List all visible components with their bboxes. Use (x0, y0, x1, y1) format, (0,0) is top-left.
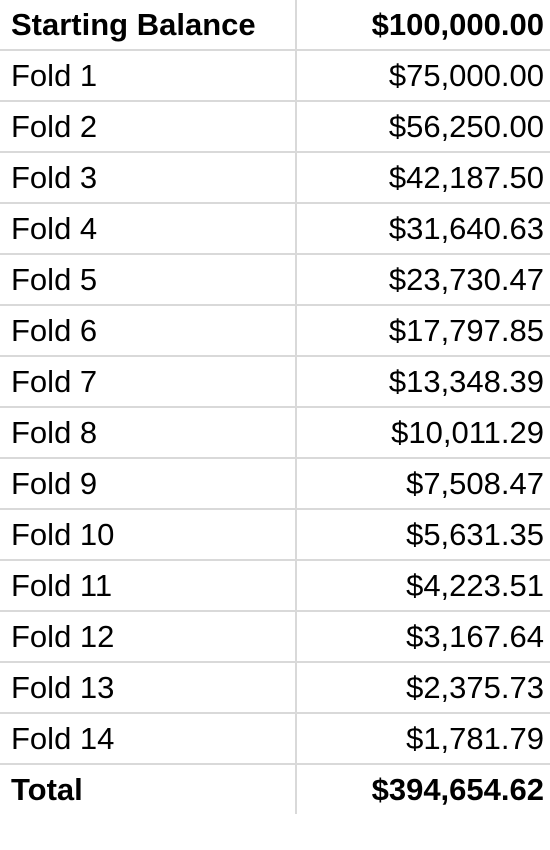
row-label[interactable]: Fold 8 (0, 406, 297, 459)
row-value[interactable]: $5,631.35 (295, 508, 550, 561)
table-row: Fold 2 $56,250.00 (0, 100, 550, 153)
row-label[interactable]: Fold 12 (0, 610, 297, 663)
balance-table: Starting Balance $100,000.00 Fold 1 $75,… (0, 0, 550, 814)
row-label[interactable]: Fold 13 (0, 661, 297, 714)
table-row: Fold 14 $1,781.79 (0, 712, 550, 765)
total-value[interactable]: $394,654.62 (295, 763, 550, 814)
row-label[interactable]: Fold 10 (0, 508, 297, 561)
starting-balance-value[interactable]: $100,000.00 (295, 0, 550, 51)
table-row: Fold 8 $10,011.29 (0, 406, 550, 459)
row-value[interactable]: $31,640.63 (295, 202, 550, 255)
row-label[interactable]: Fold 7 (0, 355, 297, 408)
row-label[interactable]: Fold 5 (0, 253, 297, 306)
row-value[interactable]: $4,223.51 (295, 559, 550, 612)
row-value[interactable]: $1,781.79 (295, 712, 550, 765)
table-row: Fold 4 $31,640.63 (0, 202, 550, 255)
starting-balance-label[interactable]: Starting Balance (0, 0, 297, 51)
total-label[interactable]: Total (0, 763, 297, 814)
row-value[interactable]: $10,011.29 (295, 406, 550, 459)
row-value[interactable]: $42,187.50 (295, 151, 550, 204)
row-value[interactable]: $3,167.64 (295, 610, 550, 663)
table-row: Fold 6 $17,797.85 (0, 304, 550, 357)
table-row: Fold 3 $42,187.50 (0, 151, 550, 204)
table-row: Fold 7 $13,348.39 (0, 355, 550, 408)
row-label[interactable]: Fold 9 (0, 457, 297, 510)
row-label[interactable]: Fold 14 (0, 712, 297, 765)
row-value[interactable]: $56,250.00 (295, 100, 550, 153)
total-row: Total $394,654.62 (0, 763, 550, 814)
row-label[interactable]: Fold 4 (0, 202, 297, 255)
row-label[interactable]: Fold 6 (0, 304, 297, 357)
row-value[interactable]: $75,000.00 (295, 49, 550, 102)
table-row: Fold 11 $4,223.51 (0, 559, 550, 612)
starting-balance-row: Starting Balance $100,000.00 (0, 0, 550, 51)
row-value[interactable]: $17,797.85 (295, 304, 550, 357)
table-row: Fold 13 $2,375.73 (0, 661, 550, 714)
row-label[interactable]: Fold 1 (0, 49, 297, 102)
table-row: Fold 10 $5,631.35 (0, 508, 550, 561)
row-label[interactable]: Fold 11 (0, 559, 297, 612)
row-value[interactable]: $13,348.39 (295, 355, 550, 408)
row-label[interactable]: Fold 2 (0, 100, 297, 153)
row-value[interactable]: $2,375.73 (295, 661, 550, 714)
row-value[interactable]: $23,730.47 (295, 253, 550, 306)
table-row: Fold 9 $7,508.47 (0, 457, 550, 510)
row-label[interactable]: Fold 3 (0, 151, 297, 204)
table-row: Fold 12 $3,167.64 (0, 610, 550, 663)
table-row: Fold 1 $75,000.00 (0, 49, 550, 102)
row-value[interactable]: $7,508.47 (295, 457, 550, 510)
table-row: Fold 5 $23,730.47 (0, 253, 550, 306)
